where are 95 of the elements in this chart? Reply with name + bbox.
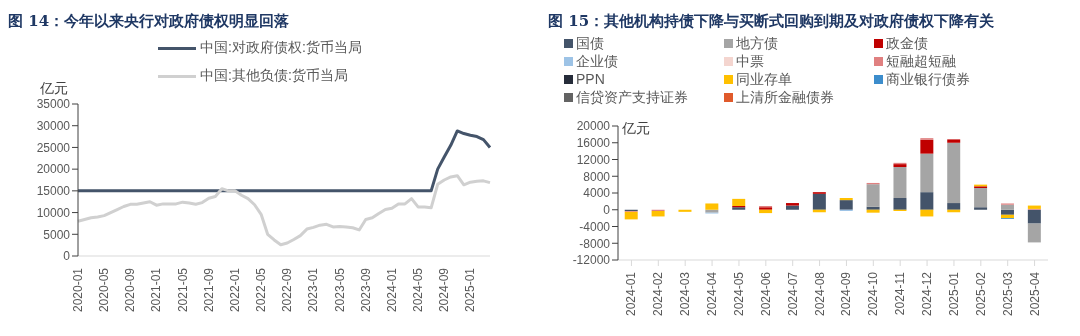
y-tick-label: 15000: [36, 184, 71, 199]
x-tick-label: 2025-03: [1000, 271, 1015, 317]
y-axis-title: 亿元: [40, 80, 68, 98]
x-tick-label: 2024-01: [384, 267, 399, 313]
bar: [705, 203, 719, 210]
bar: [920, 192, 934, 210]
bar: [624, 211, 638, 220]
y-tick-label: -12000: [572, 253, 611, 268]
legend-label: PPN: [576, 70, 605, 88]
bar: [651, 211, 665, 217]
bar: [785, 203, 799, 206]
x-tick-label: 2020-09: [123, 267, 138, 313]
legend-label: 信贷资产支持证券: [576, 88, 688, 106]
legend-label: 中国:对政府债权:货币当局: [200, 39, 362, 57]
y-tick-label: 30000: [36, 118, 71, 133]
x-tick-label: 2022-01: [227, 267, 242, 313]
x-tick-label: 2024-09: [437, 267, 452, 313]
x-tick-label: 2021-09: [201, 267, 216, 313]
legend-label: 商业银行债券: [886, 70, 970, 88]
bar: [732, 198, 746, 206]
bar: [920, 209, 934, 217]
bar: [893, 167, 907, 199]
x-tick-label: 2025-04: [1027, 271, 1042, 317]
y-tick-label: 10000: [36, 205, 71, 220]
x-tick-label: 2024-09: [839, 271, 854, 317]
bar: [947, 203, 961, 210]
bar: [893, 198, 907, 210]
x-tick-label: 2023-05: [332, 267, 347, 313]
x-tick-label: 2024-05: [411, 267, 426, 313]
bar: [1000, 214, 1014, 219]
x-tick-label: 2022-05: [254, 267, 269, 313]
legend-label: 政金债: [886, 34, 928, 52]
x-tick-label: 2024-01: [624, 271, 639, 317]
y-tick-label: -8000: [579, 236, 611, 251]
x-tick-label: 2024-04: [705, 271, 720, 317]
bar: [974, 187, 988, 208]
bar: [812, 193, 826, 210]
legend-label: 同业存单: [736, 70, 792, 88]
bar: [1000, 204, 1014, 210]
bar: [839, 200, 853, 210]
y-tick-label: 0: [603, 203, 611, 218]
bar: [678, 209, 692, 212]
y-tick-label: 0: [63, 249, 71, 264]
x-tick-label: 2022-09: [280, 267, 295, 313]
legend-label: 上清所金融债券: [736, 88, 834, 106]
y-tick-label: 4000: [583, 186, 611, 201]
bar: [785, 205, 799, 210]
x-tick-label: 2021-05: [175, 267, 190, 313]
bar: [839, 198, 853, 201]
x-tick-label: 2024-12: [920, 271, 935, 317]
bar: [947, 139, 961, 143]
legend-label: 中国:其他负债:货币当局: [200, 67, 348, 85]
legend-label: 企业债: [576, 52, 618, 70]
legend-label: 地方债: [736, 34, 778, 52]
bar: [866, 184, 880, 207]
chart-title: 图 14：今年以来央行对政府债权明显回落: [8, 11, 291, 32]
legend-label: 国债: [576, 34, 604, 52]
x-tick-label: 2024-11: [893, 271, 908, 316]
x-tick-label: 2025-01: [946, 271, 961, 317]
bar: [920, 153, 934, 193]
x-tick-label: 2024-10: [866, 271, 881, 317]
x-tick-label: 2024-08: [812, 271, 827, 317]
x-tick-label: 2021-01: [149, 267, 164, 313]
bar: [920, 139, 934, 154]
x-tick-label: 2023-09: [358, 267, 373, 313]
y-tick-label: 8000: [583, 169, 611, 184]
x-tick-label: 2025-02: [973, 271, 988, 317]
x-tick-label: 2023-01: [306, 267, 321, 313]
x-tick-label: 2025-01: [463, 267, 478, 313]
bar: [1000, 209, 1014, 215]
line-series: [76, 174, 492, 247]
bar: [1027, 223, 1041, 243]
line-series: [76, 129, 492, 193]
x-tick-label: 2024-02: [651, 271, 666, 317]
y-tick-label: 20000: [36, 162, 71, 177]
y-tick-label: 16000: [576, 136, 611, 151]
bar: [947, 142, 961, 204]
y-tick-label: 20000: [576, 119, 611, 134]
x-tick-label: 2024-07: [785, 271, 800, 317]
x-tick-label: 2020-05: [97, 267, 112, 313]
legend-label: 短融超短融: [886, 52, 956, 70]
y-axis-title: 亿元: [622, 120, 650, 138]
y-tick-label: 12000: [576, 152, 611, 167]
x-tick-label: 2024-06: [758, 271, 773, 317]
legend-label: 中票: [736, 52, 764, 70]
x-tick-label: 2024-03: [678, 271, 693, 317]
bar: [974, 207, 988, 210]
chart-title: 图 15：其他机构持债下降与买断式回购到期及对政府债权下降有关: [548, 11, 996, 32]
y-tick-label: 35000: [36, 97, 71, 112]
y-tick-label: 25000: [36, 140, 71, 155]
bar: [1027, 209, 1041, 224]
y-tick-label: 5000: [43, 227, 71, 242]
x-tick-label: 2020-01: [71, 267, 85, 313]
y-tick-label: -4000: [579, 219, 611, 234]
x-tick-label: 2024-05: [731, 271, 746, 317]
